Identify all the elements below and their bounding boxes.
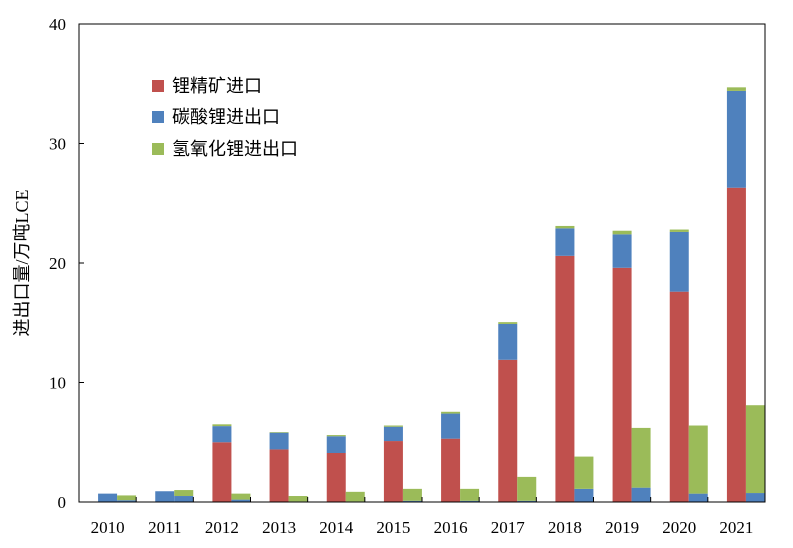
legend-swatch	[152, 111, 164, 123]
bar-2021-left-series-2	[726, 87, 746, 91]
legend-swatch	[152, 143, 164, 155]
x-tick-label: 2018	[548, 518, 582, 537]
y-tick-label: 20	[49, 254, 66, 273]
y-tick-label: 30	[49, 135, 66, 154]
bar-2010-right-series-1	[117, 500, 137, 502]
bar-2016-left-series-0	[441, 438, 461, 502]
bar-2019-right-series-2	[631, 427, 651, 488]
bar-2017-right-series-2	[517, 476, 537, 501]
bar-2012-left-series-0	[212, 442, 232, 502]
bar-2018-right-series-1	[574, 488, 594, 502]
legend-swatch	[152, 80, 164, 92]
bar-2015-left-series-2	[383, 425, 403, 427]
bar-2011-left-series-1	[155, 491, 175, 502]
bar-2020-right-series-2	[688, 425, 708, 494]
bar-2016-right-series-2	[460, 488, 480, 501]
bar-2021-left-series-1	[726, 90, 746, 188]
bar-2018-left-series-0	[555, 255, 575, 502]
bar-2019-left-series-1	[612, 234, 632, 268]
x-tick-label: 2012	[205, 518, 239, 537]
bar-2016-left-series-1	[441, 413, 461, 439]
legend-label: 氢氧化锂进出口	[172, 139, 298, 159]
bar-2017-right-series-1	[517, 500, 537, 502]
bar-2016-right-series-1	[460, 500, 480, 502]
bar-2015-left-series-0	[383, 441, 403, 502]
bar-2020-right-series-1	[688, 493, 708, 502]
x-tick-label: 2015	[376, 518, 410, 537]
bar-2010-right-series-2	[117, 495, 137, 501]
bar-2021-left-series-0	[726, 187, 746, 502]
legend-label: 锂精矿进口	[172, 76, 262, 96]
x-tick-label: 2010	[91, 518, 125, 537]
axes: 0 10 20 30 40 2010 2011 2012 2013 2014 2015 2016 201…	[49, 15, 766, 537]
bar-2017-left-series-2	[498, 322, 518, 324]
bar-2015-right-series-2	[402, 488, 422, 501]
x-tick-label: 2020	[662, 518, 696, 537]
bar-2010-left-series-1	[98, 493, 118, 502]
bar-2014-right-series-2	[345, 491, 365, 502]
bar-group	[98, 87, 765, 502]
bar-2013-left-series-1	[269, 432, 289, 450]
bar-2021-right-series-2	[745, 405, 765, 494]
bar-2013-left-series-2	[269, 432, 289, 433]
y-tick-label: 0	[58, 493, 67, 512]
bar-2020-left-series-1	[669, 231, 689, 292]
bar-2020-left-series-0	[669, 291, 689, 502]
x-tick-label: 2011	[148, 518, 181, 537]
x-tick-label: 2017	[491, 518, 526, 537]
bar-2019-right-series-1	[631, 487, 651, 502]
bar-2016-left-series-2	[441, 411, 461, 414]
bar-2017-left-series-0	[498, 359, 518, 502]
legend-label: 碳酸锂进出口	[172, 107, 280, 127]
x-tick-label: 2013	[262, 518, 296, 537]
bar-2015-right-series-1	[402, 500, 422, 502]
bar-2018-left-series-2	[555, 225, 575, 229]
bar-2018-left-series-1	[555, 228, 575, 256]
bar-2015-left-series-1	[383, 426, 403, 442]
bar-2012-left-series-2	[212, 424, 232, 427]
bar-2021-right-series-1	[745, 493, 765, 502]
bar-2011-right-series-2	[174, 490, 194, 497]
bar-2012-right-series-1	[231, 499, 251, 502]
x-tick-label: 2014	[319, 518, 354, 537]
bar-2018-right-series-2	[574, 456, 594, 489]
bar-2013-right-series-2	[288, 496, 308, 502]
x-tick-label: 2016	[434, 518, 468, 537]
bar-2019-left-series-0	[612, 267, 632, 502]
bar-2020-left-series-2	[669, 229, 689, 232]
bar-2017-left-series-1	[498, 323, 518, 360]
bar-2019-left-series-2	[612, 230, 632, 235]
y-axis-label: 进出口量/万吨LCE	[12, 189, 32, 336]
bar-2014-left-series-0	[326, 453, 346, 502]
y-tick-label: 40	[49, 15, 66, 34]
bar-2012-right-series-2	[231, 493, 251, 500]
bar-2011-right-series-1	[174, 496, 194, 502]
bar-2014-left-series-1	[326, 436, 346, 453]
x-tick-label: 2019	[605, 518, 639, 537]
y-tick-label: 10	[49, 374, 66, 393]
x-tick-label: 2021	[719, 518, 753, 537]
bar-2012-left-series-1	[212, 426, 232, 443]
bar-2014-left-series-2	[326, 435, 346, 437]
bar-2013-left-series-0	[269, 449, 289, 502]
